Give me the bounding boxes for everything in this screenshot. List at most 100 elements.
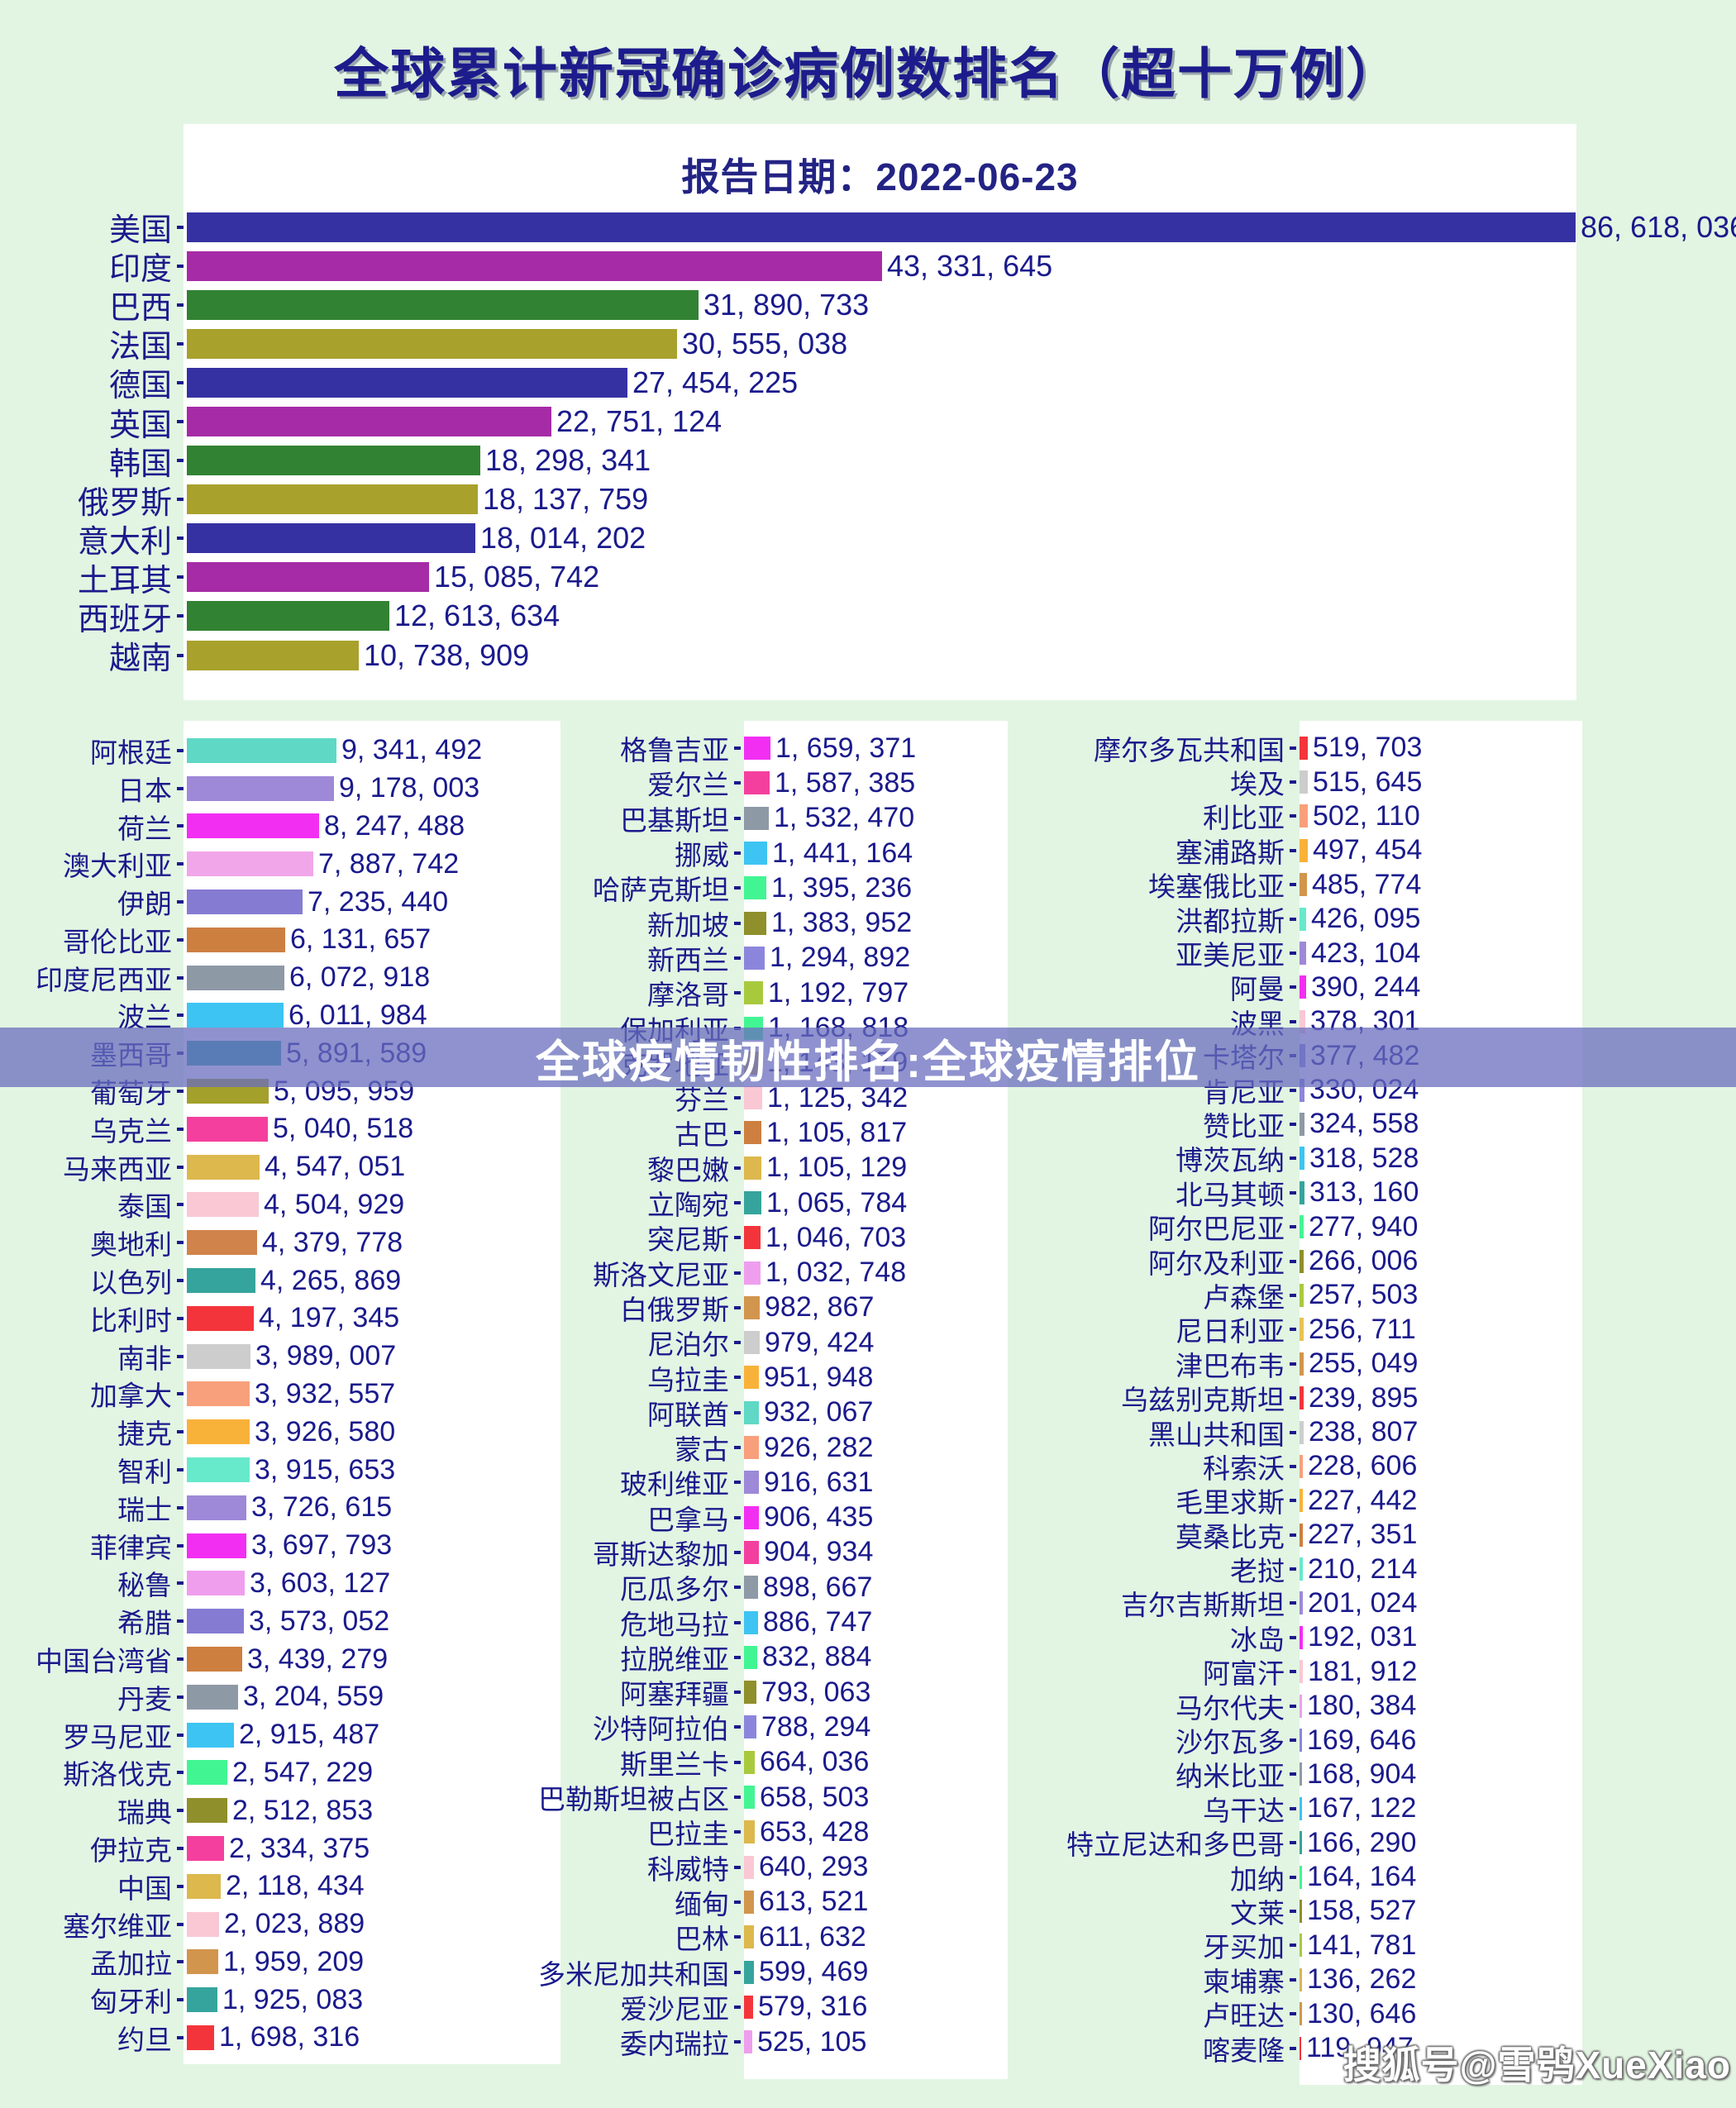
value-label: 2, 118, 434	[226, 1870, 365, 1902]
value-bar	[187, 1684, 238, 1710]
axis-tick	[1290, 1019, 1296, 1023]
value-label: 4, 504, 929	[264, 1188, 405, 1220]
country-label: 文莱	[1230, 1897, 1285, 1929]
bar-row-col-middle: 巴林 611, 632	[314, 1920, 1025, 1955]
axis-tick	[734, 1691, 741, 1695]
bar-row-col-left: 以色列 4, 265, 869	[0, 1261, 579, 1300]
value-label: 1, 659, 371	[775, 732, 917, 764]
country-label: 韩国	[108, 446, 172, 482]
axis-tick	[734, 746, 741, 751]
axis-tick	[734, 1236, 741, 1240]
axis-tick	[1290, 746, 1296, 750]
bar-row-col-right: 北马其顿 313, 160	[827, 1176, 1604, 1210]
country-label: 马来西亚	[63, 1153, 172, 1185]
country-label: 泰国	[117, 1191, 172, 1223]
value-bar	[1300, 1523, 1303, 1547]
bar-row-col-right: 黑山共和国 238, 807	[827, 1415, 1604, 1450]
country-label: 马尔代夫	[1176, 1692, 1285, 1724]
bar-row-col-left: 伊朗 7, 235, 440	[0, 883, 579, 921]
value-label: 130, 646	[1307, 1997, 1417, 2029]
axis-tick	[177, 937, 184, 942]
axis-tick	[1290, 1293, 1296, 1297]
value-label: 788, 294	[761, 1710, 871, 1743]
bar-row-col-left: 捷克 3, 926, 580	[0, 1413, 579, 1451]
country-label: 荷兰	[117, 813, 172, 844]
value-bar	[744, 1331, 760, 1355]
country-label: 美国	[108, 213, 172, 249]
value-label: 141, 781	[1307, 1929, 1417, 1961]
bar-row-col-middle: 危地马拉 886, 747	[314, 1605, 1025, 1640]
sohu-corner-watermark: 搜狐号@雪鸮XueXiao	[1343, 2044, 1731, 2087]
country-label: 乌拉圭	[647, 1364, 729, 1395]
value-bar	[187, 289, 699, 320]
value-label: 164, 164	[1307, 1861, 1417, 1893]
country-label: 缅甸	[675, 1888, 729, 1920]
value-bar	[1300, 1796, 1302, 1820]
axis-tick	[1290, 883, 1296, 887]
value-label: 886, 747	[763, 1606, 873, 1638]
value-bar	[187, 1987, 217, 2013]
value-label: 227, 442	[1308, 1484, 1418, 1516]
axis-tick	[1290, 1772, 1296, 1777]
axis-tick	[177, 824, 184, 828]
value-label: 318, 528	[1309, 1142, 1419, 1174]
country-label: 莫桑比克	[1176, 1521, 1285, 1552]
value-label: 192, 031	[1308, 1621, 1418, 1653]
bar-row-main: 西班牙 12, 613, 634	[0, 597, 1736, 637]
value-bar	[1300, 1215, 1304, 1239]
value-bar	[187, 1154, 260, 1180]
axis-tick	[734, 816, 741, 820]
axis-tick	[734, 921, 741, 925]
bar-row-col-right: 洪都拉斯 426, 095	[827, 902, 1604, 937]
value-bar	[1300, 1352, 1304, 1376]
country-label: 加拿大	[90, 1381, 172, 1412]
country-label: 阿曼	[1230, 974, 1285, 1005]
value-bar	[744, 1855, 754, 1879]
value-label: 1, 441, 164	[772, 837, 913, 869]
value-bar	[187, 1419, 250, 1445]
axis-tick	[177, 900, 184, 904]
country-label: 巴基斯坦	[620, 804, 729, 836]
value-bar	[1300, 907, 1306, 931]
value-label: 916, 631	[764, 1466, 874, 1498]
country-label: 阿富汗	[1203, 1658, 1285, 1690]
axis-tick	[1290, 1841, 1296, 1845]
value-bar	[744, 1366, 759, 1390]
value-bar	[187, 446, 480, 476]
country-label: 厄瓜多尔	[620, 1574, 729, 1605]
axis-tick	[734, 886, 741, 890]
country-label: 柬埔寨	[1203, 1966, 1285, 1997]
value-label: 1, 192, 797	[768, 976, 909, 1009]
value-bar	[1300, 1009, 1305, 1033]
axis-tick	[1290, 1635, 1296, 1639]
axis-tick	[1290, 1977, 1296, 1982]
country-label: 阿联酋	[647, 1399, 729, 1430]
bar-row-col-right: 科索沃 228, 606	[827, 1449, 1604, 1484]
country-label: 希腊	[117, 1608, 172, 1639]
value-label: 22, 751, 124	[556, 404, 723, 439]
country-label: 意大利	[77, 524, 172, 560]
value-label: 27, 454, 225	[632, 365, 799, 399]
bar-row-col-left: 约旦 1, 698, 316	[0, 2019, 579, 2057]
country-label: 比利时	[90, 1304, 172, 1336]
value-label: 3, 603, 127	[250, 1567, 391, 1599]
value-bar	[1300, 1112, 1304, 1136]
bar-row-col-left: 伊拉克 2, 334, 375	[0, 1829, 579, 1867]
country-label: 哈萨克斯坦	[593, 875, 729, 906]
axis-tick	[1290, 1088, 1296, 1092]
value-label: 12, 613, 634	[394, 599, 560, 633]
value-bar	[187, 1381, 250, 1407]
bar-row-col-left: 中国 2, 118, 434	[0, 1867, 579, 1905]
bar-row-col-left: 塞尔维亚 2, 023, 889	[0, 1905, 579, 1943]
axis-tick	[177, 1695, 184, 1699]
country-label: 格鲁吉亚	[620, 735, 729, 766]
country-label: 摩洛哥	[647, 980, 729, 1011]
country-label: 特立尼达和多巴哥	[1066, 1829, 1285, 1861]
axis-tick	[734, 1376, 741, 1380]
value-label: 832, 884	[762, 1641, 872, 1673]
bar-row-col-right: 卢森堡 257, 503	[827, 1278, 1604, 1313]
value-label: 3, 915, 653	[255, 1453, 396, 1486]
axis-tick	[177, 1468, 184, 1472]
country-label: 牙买加	[1203, 1932, 1285, 1963]
value-bar	[744, 771, 770, 795]
